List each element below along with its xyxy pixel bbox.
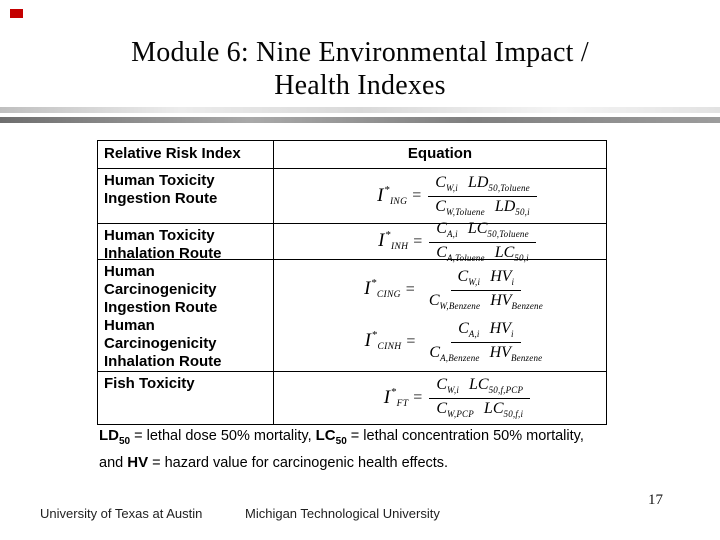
equation-human-carcinogenicity-inhalation: I*CINH = CA,i HVi CA,Benzene HVBenzene [364,319,543,363]
row-label-fish-toxicity: Fish Toxicity [98,371,273,424]
equation-cell: I*ING = CW,i LD50,Toluene CW,Toluene LD50,i [273,168,606,223]
page-number: 17 [648,492,663,508]
slide-title: Module 6: Nine Environmental Impact / He… [0,36,720,102]
slide-title-line1: Module 6: Nine Environmental Impact / [131,37,589,68]
header-equation: Equation [273,141,606,168]
footer-university-texas: University of Texas at Austin [40,506,203,521]
risk-index-table: Relative Risk Index Equation Human Toxic… [97,140,607,425]
footnote-line2: and HV = hazard value for carcinogenic h… [99,454,449,471]
equation-human-toxicity-inhalation: I*INH = CA,i LC50,Toluene CA,Toluene LC50,i [378,220,536,263]
slide-title-line2: Health Indexes [274,70,446,101]
hv-label: HV [127,454,149,471]
lc50-label: LC50 [315,427,347,447]
ld50-label: LD50 [99,427,131,447]
red-accent-square [10,9,23,18]
header-relative-risk-index: Relative Risk Index [104,145,241,162]
row-label-human-toxicity-inhalation: Human Toxicity Inhalation Route [98,223,273,262]
equation-cell: I*INH = CA,i LC50,Toluene CA,Toluene LC50,i [273,220,606,262]
row-label-human-toxicity-ingestion: Human Toxicity Ingestion Route [98,168,273,223]
footnote-line1: LD50 = lethal dose 50% mortality, LC50 =… [99,427,584,447]
row-label-human-carcinogenicity: Human Carcinogenicity Ingestion Route Hu… [98,259,273,371]
equation-human-carcinogenicity-ingestion: I*CING = CW,i HVi CW,Benzene HVBenzene [364,267,543,311]
equation-fish-toxicity: I*FT = CW,i LC50,f,PCP CW,PCP LC50,f,i [384,377,531,419]
equation-cell: I*FT = CW,i LC50,f,PCP CW,PCP LC50,f,i [273,371,606,424]
equation-cell: I*CING = CW,i HVi CW,Benzene HVBenzene I*CINH… [273,259,606,371]
footnote: LD50 = lethal dose 50% mortality, LC50 =… [99,425,669,474]
footer-michigan-tech: Michigan Technological University [245,506,440,521]
divider-line-bottom [0,117,720,123]
divider-line-top [0,107,720,113]
equation-human-toxicity-ingestion: I*ING = CW,i LD50,Toluene CW,Toluene LD50,i [377,175,537,217]
